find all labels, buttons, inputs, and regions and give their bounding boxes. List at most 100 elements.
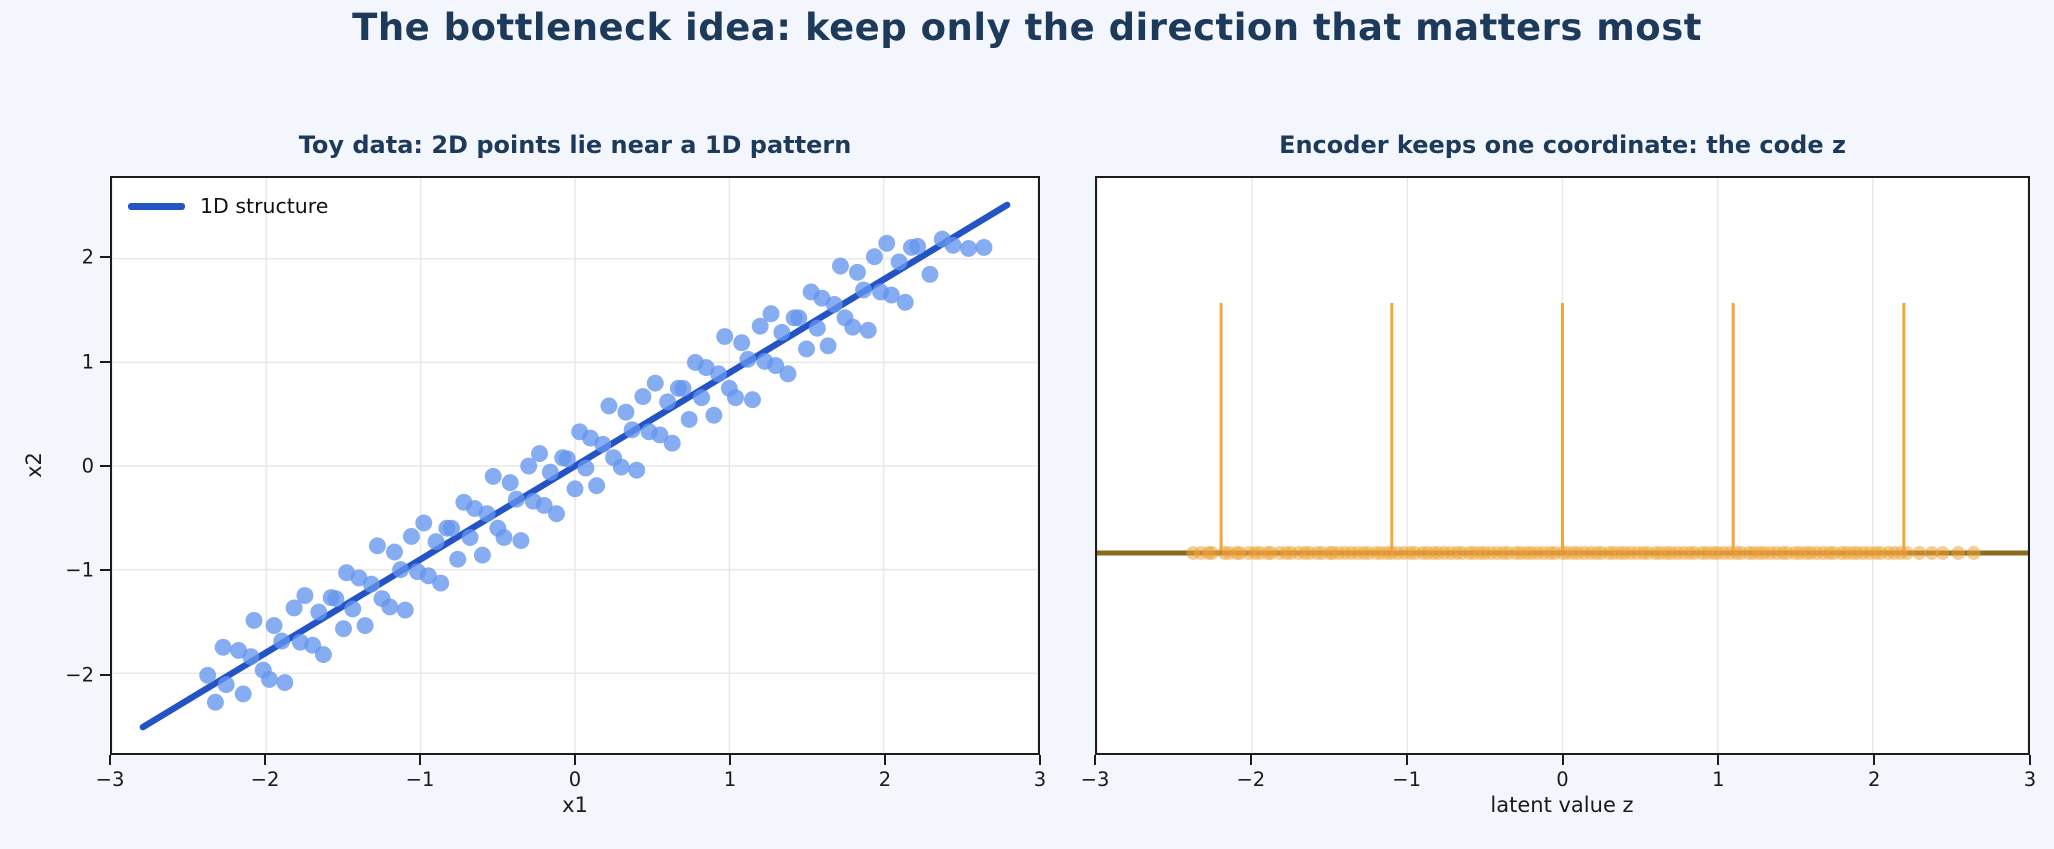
scatter-point [634,388,652,406]
scatter-point [617,403,635,421]
scatter-point [265,617,283,635]
scatter-point [600,397,618,415]
scatter-point [520,457,538,475]
scatter-point [739,350,757,368]
scatter-point [344,600,362,618]
x-tickmark [1873,755,1876,765]
scatter-point [716,328,734,345]
scatter-point [432,574,450,592]
scatter-point [242,648,260,666]
legend-line-sample [128,202,185,210]
scatter-point [831,257,849,275]
x-tick-label: −2 [250,768,280,791]
scatter-point [960,240,978,257]
scatter-point [234,685,252,703]
x-tickmark [264,755,266,765]
scatter-point [501,474,519,492]
scatter-point [245,611,263,629]
scatter-point [478,505,496,523]
right-xaxis-label: latent value z [1490,793,1634,817]
x-tick-label: 0 [1556,768,1569,791]
scatter-point [878,234,896,252]
x-tickmark [574,755,576,765]
scatter-point [335,620,352,638]
scatter-point [206,693,224,711]
scatter-point [975,238,993,256]
scatter-point [790,309,808,327]
scatter-point [535,496,553,514]
left-xaxis-label: x1 [562,793,588,817]
latent-code-point [1935,546,1950,560]
scatter-point [314,646,332,664]
scatter-point [710,365,727,383]
scatter-point [327,590,345,608]
scatter-point [548,505,565,523]
figure-title: The bottleneck idea: keep only the direc… [352,6,1702,49]
scatter-point [844,318,862,336]
scatter-point [260,671,278,688]
scatter-point [733,334,751,352]
y-tick-label: −2 [65,663,94,687]
scatter-point [944,236,962,254]
left-yaxis-label: x2 [22,452,46,478]
latent-code-point [1912,546,1927,560]
scatter-point [558,450,576,468]
right-plot-title: Encoder keeps one coordinate: the code z [1279,131,1846,159]
scatter-point [882,286,900,304]
x-tick-label: 3 [1033,768,1047,791]
scatter-point [484,467,502,485]
right-plot-area [1095,176,2030,755]
y-tick-label: 0 [81,454,94,478]
scatter-point [762,305,780,323]
scatter-point [356,617,374,635]
left-plot-title: Toy data: 2D points lie near a 1D patter… [298,131,852,159]
right-plot-canvas [1097,178,2028,753]
scatter-point [680,410,698,428]
scatter-point [825,295,843,313]
x-tick-label: −3 [1080,768,1110,791]
y-tick-label: 1 [81,350,94,374]
scatter-point [659,393,677,411]
scatter-point [646,374,664,392]
scatter-point [199,666,217,684]
x-tickmark [2029,755,2031,765]
y-tickmark [100,673,110,676]
x-tick-label: −2 [1236,768,1266,791]
scatter-point [362,575,380,593]
scatter-point [744,391,761,409]
scatter-point [402,528,420,545]
scatter-point [623,421,641,439]
x-tickmark [1561,755,1564,765]
scatter-point [663,434,681,452]
x-tick-label: 3 [2023,768,2037,791]
x-tickmark [109,755,111,765]
scatter-point [628,461,646,479]
scatter-point [751,317,769,335]
y-tickmark [100,465,110,468]
scatter-point [385,543,403,561]
x-tick-label: −1 [405,768,435,791]
x-tick-label: 0 [568,768,582,791]
scatter-point [214,638,232,656]
scatter-point [473,546,491,564]
scatter-point [415,514,433,532]
scatter-point [443,519,460,537]
scatter-point [773,323,791,341]
latent-code-point [1204,546,1219,560]
scatter-point [461,529,479,546]
scatter-point [865,248,883,266]
scatter-point [449,550,467,568]
scatter-point [419,567,437,585]
scatter-point [909,237,927,255]
scatter-point [890,253,908,271]
y-tickmark [100,569,110,572]
scatter-point [512,532,530,550]
x-tickmark [1039,755,1041,765]
scatter-point [541,463,559,481]
x-tick-label: 1 [723,768,737,791]
scatter-point [588,477,606,495]
x-tickmark [884,755,886,765]
scatter-point [859,321,877,339]
latent-code-point [1924,546,1939,560]
